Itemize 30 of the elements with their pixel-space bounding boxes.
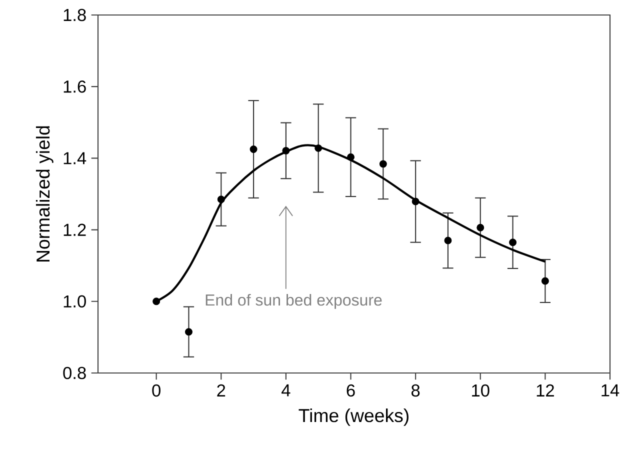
point [509, 238, 517, 246]
point [282, 146, 290, 154]
x-tick-label: 4 [282, 384, 290, 396]
y-tick-label: 0.8 [63, 366, 86, 380]
x-tick-label: 12 [536, 384, 554, 396]
point [217, 196, 225, 204]
y-tick-label: 1.0 [64, 295, 86, 308]
y-axis-title: Normalized yield [36, 126, 54, 262]
y-tick-label: 1.2 [64, 224, 86, 236]
x-tick-label: 0 [152, 384, 160, 397]
point [250, 146, 258, 153]
x-tick-label: 8 [412, 384, 420, 397]
annotation: End of sun bed exposure [206, 294, 382, 309]
x-tick-label: 2 [217, 384, 226, 396]
x-tick-label: 6 [346, 384, 355, 397]
y-tick-label: 1.4 [64, 152, 86, 164]
x-axis-title: Time (weeks) [298, 408, 408, 426]
point [444, 236, 452, 244]
x-tick-label: 10 [472, 384, 490, 397]
point [185, 328, 192, 336]
point [314, 144, 322, 152]
x-tick-label: 14 [602, 384, 620, 396]
y-tick-label: 1.6 [64, 80, 86, 93]
y-tick-label: 1.8 [64, 8, 86, 22]
point [379, 160, 387, 168]
point [152, 298, 160, 306]
point [347, 153, 354, 161]
point [412, 198, 420, 206]
point [476, 224, 484, 232]
point [541, 277, 549, 285]
